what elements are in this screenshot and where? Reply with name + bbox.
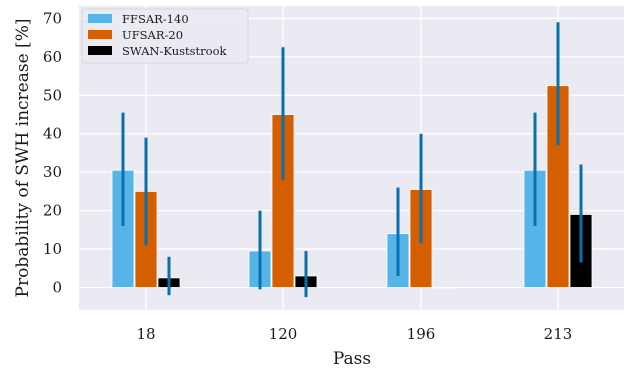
x-tick-labels: 18 120 196 213 bbox=[136, 325, 572, 343]
y-tick-label: 50 bbox=[43, 86, 62, 104]
legend-label: FFSAR-140 bbox=[122, 12, 189, 26]
y-tick-label: 30 bbox=[43, 163, 62, 181]
x-tick-label: 196 bbox=[407, 325, 436, 343]
y-tick-label: 0 bbox=[52, 279, 62, 297]
x-tick-label: 120 bbox=[269, 325, 298, 343]
legend-label: SWAN-Kuststrook bbox=[122, 44, 228, 58]
legend-label: UFSAR-20 bbox=[122, 28, 183, 42]
legend-swatch bbox=[88, 30, 112, 39]
bar-swan-kuststrook-196 bbox=[432, 287, 456, 289]
y-tick-label: 70 bbox=[43, 9, 62, 27]
x-tick-label: 213 bbox=[544, 325, 573, 343]
legend-box bbox=[81, 8, 249, 64]
y-tick-label: 60 bbox=[43, 48, 62, 66]
legend-swatch bbox=[88, 14, 112, 23]
x-tick-label: 18 bbox=[136, 325, 155, 343]
y-axis-label: Probability of SWH increase [%] bbox=[13, 19, 33, 298]
legend: FFSAR-140 UFSAR-20 SWAN-Kuststrook bbox=[81, 8, 249, 64]
y-tick-label: 40 bbox=[43, 125, 62, 143]
legend-swatch bbox=[88, 46, 112, 55]
y-tick-label: 20 bbox=[43, 202, 62, 220]
y-tick-label: 10 bbox=[43, 240, 62, 258]
x-axis-label: Pass bbox=[333, 349, 371, 369]
error-bars bbox=[121, 22, 583, 298]
y-tick-labels: 0 10 20 30 40 50 60 70 bbox=[43, 9, 62, 296]
